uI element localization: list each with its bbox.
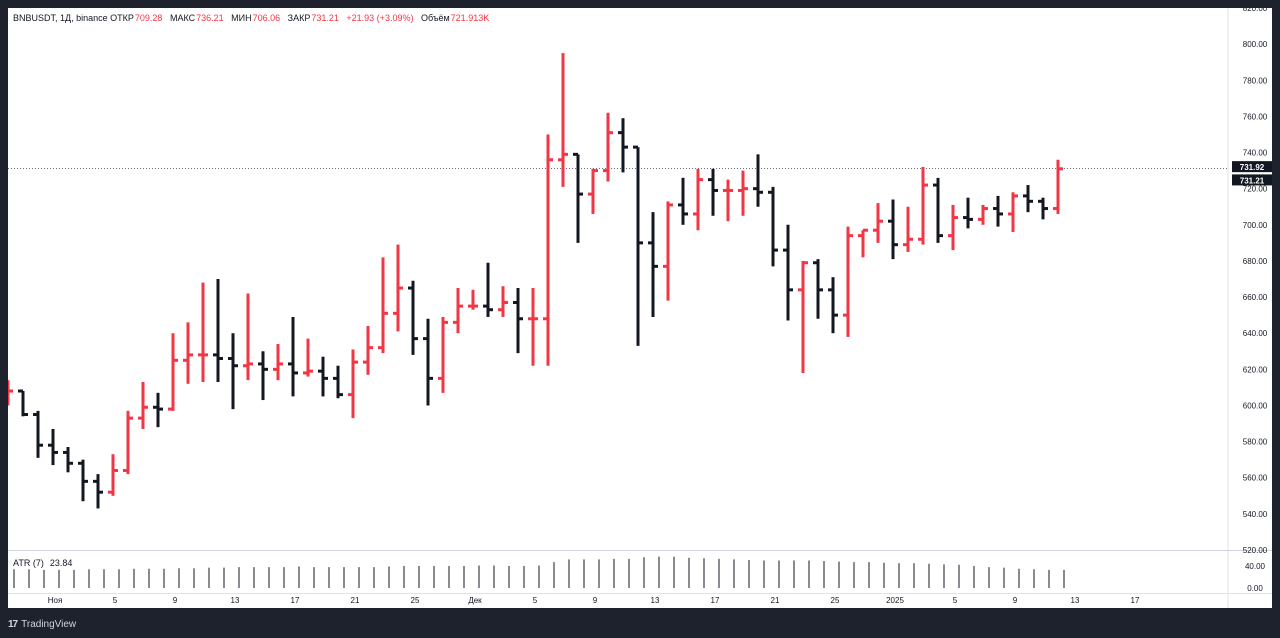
- x-tick-label: 17: [291, 596, 300, 605]
- high-label: МАКС: [169, 13, 196, 23]
- atr-indicator-label[interactable]: ATR (7) 23.84: [13, 558, 72, 568]
- y-tick-label: 600.00: [1243, 401, 1268, 410]
- tradingview-logo-icon: 17: [8, 619, 18, 630]
- x-tick-label: 25: [831, 596, 840, 605]
- tradingview-brand[interactable]: 17 TradingView: [8, 619, 76, 630]
- low-label: МИН: [231, 13, 252, 23]
- y-tick-label: 680.00: [1243, 257, 1268, 266]
- ohlc-info-line: BNBUSDT, 1Д, binance ОТКР709.28 МАКС736.…: [13, 13, 494, 23]
- atr-tick-label: 40.00: [1245, 562, 1266, 571]
- y-tick-label: 520.00: [1243, 546, 1268, 555]
- x-tick-label: 2025: [886, 596, 904, 605]
- close-label: ЗАКР: [287, 13, 311, 23]
- y-tick-label: 800.00: [1243, 40, 1268, 49]
- y-tick-label: 740.00: [1243, 149, 1268, 158]
- change-value: +21.93 (+3.09%): [346, 13, 414, 23]
- y-tick-label: 560.00: [1243, 474, 1268, 483]
- symbol-label[interactable]: BNBUSDT, 1Д, binance: [13, 13, 108, 23]
- high-price-tag: [1232, 161, 1272, 173]
- low-value: 706.06: [252, 13, 281, 23]
- high-price-tag-text: 731.92: [1240, 163, 1265, 172]
- x-tick-label: Дек: [468, 596, 482, 605]
- x-tick-label: 5: [953, 596, 958, 605]
- x-tick-label: 9: [593, 596, 598, 605]
- x-tick-label: 9: [173, 596, 178, 605]
- x-tick-label: 25: [411, 596, 420, 605]
- y-tick-label: 780.00: [1243, 76, 1268, 85]
- y-tick-label: 720.00: [1243, 185, 1268, 194]
- x-tick-label: 5: [113, 596, 118, 605]
- x-tick-label: 21: [351, 596, 360, 605]
- volume-label: Объём: [420, 13, 450, 23]
- price-chart[interactable]: 820.00 800.00 780.00 760.00 740.00 720.00 700.…: [8, 8, 1272, 608]
- volume-value: 721.913K: [450, 13, 490, 23]
- atr-name: ATR (7): [13, 558, 44, 568]
- x-tick-label: 17: [711, 596, 720, 605]
- x-tick-label: 21: [771, 596, 780, 605]
- open-label: ОТКР: [110, 13, 134, 23]
- last-price-tag: [1232, 174, 1272, 186]
- high-value: 736.21: [196, 13, 224, 23]
- close-value: 731.21: [311, 13, 339, 23]
- chart-panel[interactable]: 820.00 800.00 780.00 760.00 740.00 720.00 700.…: [8, 8, 1272, 608]
- y-tick-label: 540.00: [1243, 510, 1268, 519]
- atr-tick-label: 0.00: [1247, 584, 1263, 593]
- x-tick-label: 13: [1071, 596, 1080, 605]
- y-tick-label: 820.00: [1243, 8, 1268, 13]
- x-tick-label: 9: [1013, 596, 1018, 605]
- x-tick-label: 13: [651, 596, 660, 605]
- brand-name: TradingView: [21, 619, 77, 630]
- last-price-tag-text: 731.21: [1240, 176, 1265, 185]
- x-tick-label: 5: [533, 596, 538, 605]
- y-tick-label: 580.00: [1243, 438, 1268, 447]
- x-tick-label: 17: [1131, 596, 1140, 605]
- y-tick-label: 660.00: [1243, 293, 1268, 302]
- x-tick-label: 13: [231, 596, 240, 605]
- y-tick-label: 760.00: [1243, 112, 1268, 121]
- footer-bar: 17 TradingView: [0, 608, 1280, 638]
- atr-value: 23.84: [49, 558, 73, 568]
- y-tick-label: 620.00: [1243, 365, 1268, 374]
- y-tick-label: 640.00: [1243, 329, 1268, 338]
- x-tick-label: Ноя: [48, 596, 63, 605]
- y-tick-label: 700.00: [1243, 221, 1268, 230]
- open-value: 709.28: [134, 13, 163, 23]
